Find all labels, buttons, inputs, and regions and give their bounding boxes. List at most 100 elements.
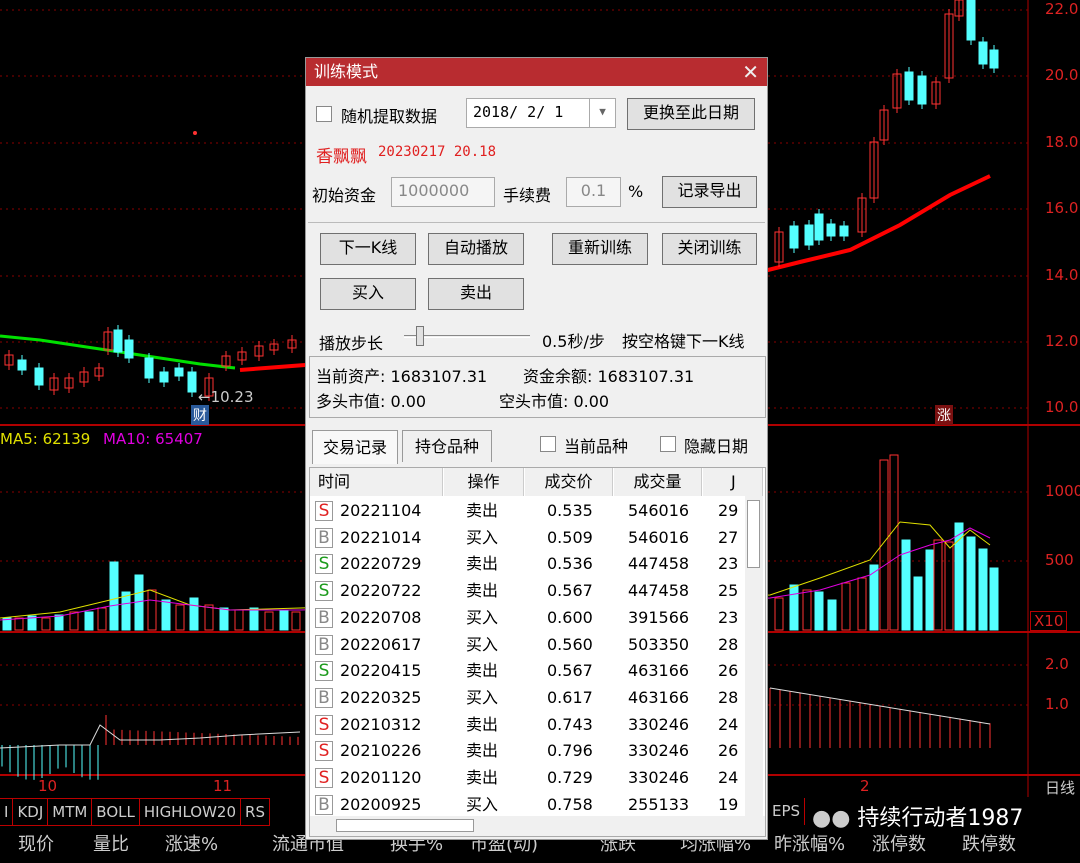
- candle: [4, 354, 14, 366]
- column-header[interactable]: 昨涨幅%: [774, 834, 846, 855]
- trade-date: 20221014: [340, 527, 422, 547]
- volume-bar: [879, 459, 889, 631]
- fee-input[interactable]: 0.1: [566, 177, 621, 207]
- switch-date-button[interactable]: 更换至此日期: [627, 98, 755, 130]
- trade-quantity: 330246: [628, 768, 690, 787]
- trade-operation: 卖出: [466, 768, 499, 787]
- tab-trade-records[interactable]: 交易记录: [312, 430, 398, 464]
- candles: [4, 0, 999, 401]
- hide-date-checkbox[interactable]: [660, 436, 676, 452]
- table-row[interactable]: S 20220415 卖出 0.567 463166 26: [310, 658, 740, 685]
- indicator-tab[interactable]: HIGHLOW20: [140, 799, 242, 826]
- slider-thumb[interactable]: [415, 326, 424, 346]
- table-row[interactable]: B 20220708 买入 0.600 391566 23: [310, 605, 740, 632]
- volume-bar: [802, 589, 812, 631]
- trade-price: 0.796: [547, 741, 593, 761]
- volume-bars: [2, 454, 999, 631]
- trade-date: 20220415: [340, 661, 422, 681]
- table-row[interactable]: B 20221014 买入 0.509 546016 27: [310, 525, 740, 552]
- horizontal-scrollbar[interactable]: [310, 816, 765, 836]
- trade-extra: 23: [718, 607, 739, 627]
- price-axis-label: 12.0: [1045, 332, 1079, 350]
- trade-quantity: 463166: [628, 687, 690, 707]
- trade-quantity: 503350: [628, 634, 690, 654]
- random-data-checkbox[interactable]: [316, 106, 332, 122]
- trade-mark: B: [315, 687, 333, 708]
- indicator-tab[interactable]: BOLL: [92, 799, 140, 826]
- limit-up-badge[interactable]: 涨: [935, 405, 953, 425]
- buy-button[interactable]: 买入: [320, 278, 416, 310]
- chevron-down-icon[interactable]: ▼: [589, 99, 615, 127]
- column-header-price[interactable]: 成交价: [525, 468, 613, 496]
- table-row[interactable]: B 20220325 买入 0.617 463166 28: [310, 685, 740, 712]
- indicator-tab[interactable]: I: [0, 799, 14, 826]
- column-header[interactable]: 涨停数: [872, 834, 926, 855]
- table-row[interactable]: S 20221104 卖出 0.535 546016 29: [310, 498, 740, 525]
- table-row[interactable]: B 20220617 买入 0.560 503350 28: [310, 632, 740, 659]
- close-icon[interactable]: ✕: [742, 60, 759, 84]
- macd-axis-label: 1.0: [1045, 695, 1069, 713]
- date-label: 2: [860, 777, 870, 795]
- trade-quantity: 330246: [628, 741, 690, 761]
- step-slider[interactable]: [404, 326, 530, 346]
- date-picker[interactable]: 2018/ 2/ 1 ▼: [466, 98, 616, 128]
- trade-records-table: 时间 操作 成交价 成交量 J S 20221104 卖出 0.535 5460…: [309, 467, 766, 837]
- export-records-button[interactable]: 记录导出: [662, 176, 757, 208]
- price-axis-label: 20.0: [1045, 66, 1079, 84]
- column-header-extra[interactable]: J: [703, 468, 763, 496]
- tab-holdings[interactable]: 持仓品种: [402, 430, 492, 462]
- table-row[interactable]: S 20201120 卖出 0.729 330246 24: [310, 765, 740, 792]
- indicator-tab[interactable]: MTM: [48, 799, 93, 826]
- scrollbar-thumb[interactable]: [336, 819, 474, 832]
- indicator-tab[interactable]: EPS: [768, 798, 806, 825]
- table-row[interactable]: S 20220722 卖出 0.567 447458 25: [310, 578, 740, 605]
- candle: [34, 367, 44, 386]
- sell-button[interactable]: 卖出: [428, 278, 524, 310]
- table-row[interactable]: S 20210312 卖出 0.743 330246 24: [310, 712, 740, 739]
- vertical-scrollbar[interactable]: [745, 496, 763, 816]
- candle: [287, 339, 297, 349]
- current-symbol-label: 当前品种: [564, 437, 629, 456]
- volume-bar: [219, 607, 229, 631]
- trade-mark: S: [315, 501, 333, 521]
- column-header[interactable]: 涨速%: [165, 834, 219, 855]
- trade-date: 20220617: [340, 634, 422, 654]
- table-row[interactable]: B 20200925 买入 0.758 255133 19: [310, 792, 740, 819]
- marker-dot: [193, 131, 197, 135]
- next-k-button[interactable]: 下一K线: [320, 233, 416, 265]
- initial-capital-input[interactable]: 1000000: [391, 177, 495, 207]
- current-assets: 当前资产: 1683107.31: [316, 367, 488, 386]
- finance-badge[interactable]: 财: [191, 405, 209, 425]
- column-header[interactable]: 现价: [18, 834, 54, 855]
- table-row[interactable]: S 20220729 卖出 0.536 447458 23: [310, 551, 740, 578]
- autoplay-button[interactable]: 自动播放: [428, 233, 524, 265]
- column-header-quantity[interactable]: 成交量: [614, 468, 702, 496]
- column-header[interactable]: 跌停数: [962, 834, 1016, 855]
- trade-mark: S: [315, 714, 333, 735]
- close-training-button[interactable]: 关闭训练: [662, 233, 757, 265]
- indicator-tab[interactable]: KDJ: [13, 799, 49, 826]
- volume-bar: [841, 582, 851, 631]
- candle: [187, 371, 197, 393]
- period-selector[interactable]: 日线: [1045, 779, 1076, 797]
- trade-price: 0.758: [547, 794, 593, 814]
- volume-multiplier[interactable]: X10: [1030, 611, 1068, 631]
- trade-quantity: 546016: [628, 527, 690, 547]
- dialog-titlebar[interactable]: 训练模式 ✕: [306, 58, 767, 86]
- trade-mark: S: [315, 768, 333, 788]
- table-row[interactable]: S 20210226 卖出 0.796 330246 26: [310, 738, 740, 765]
- ma5-label: MA5: 62139: [0, 430, 91, 448]
- volume-bar: [2, 617, 12, 631]
- volume-bar: [857, 577, 867, 631]
- indicator-tab[interactable]: RS: [241, 799, 270, 826]
- current-symbol-checkbox[interactable]: [540, 436, 556, 452]
- volume-bar: [234, 609, 244, 631]
- column-header-operation[interactable]: 操作: [444, 468, 524, 496]
- scrollbar-thumb[interactable]: [747, 500, 760, 568]
- price-axis-label: 22.0: [1045, 0, 1079, 18]
- trade-price: 0.617: [547, 687, 593, 707]
- retrain-button[interactable]: 重新训练: [552, 233, 648, 265]
- column-header-time[interactable]: 时间: [310, 468, 443, 496]
- column-header[interactable]: 量比: [93, 834, 129, 855]
- volume-bar: [189, 597, 199, 631]
